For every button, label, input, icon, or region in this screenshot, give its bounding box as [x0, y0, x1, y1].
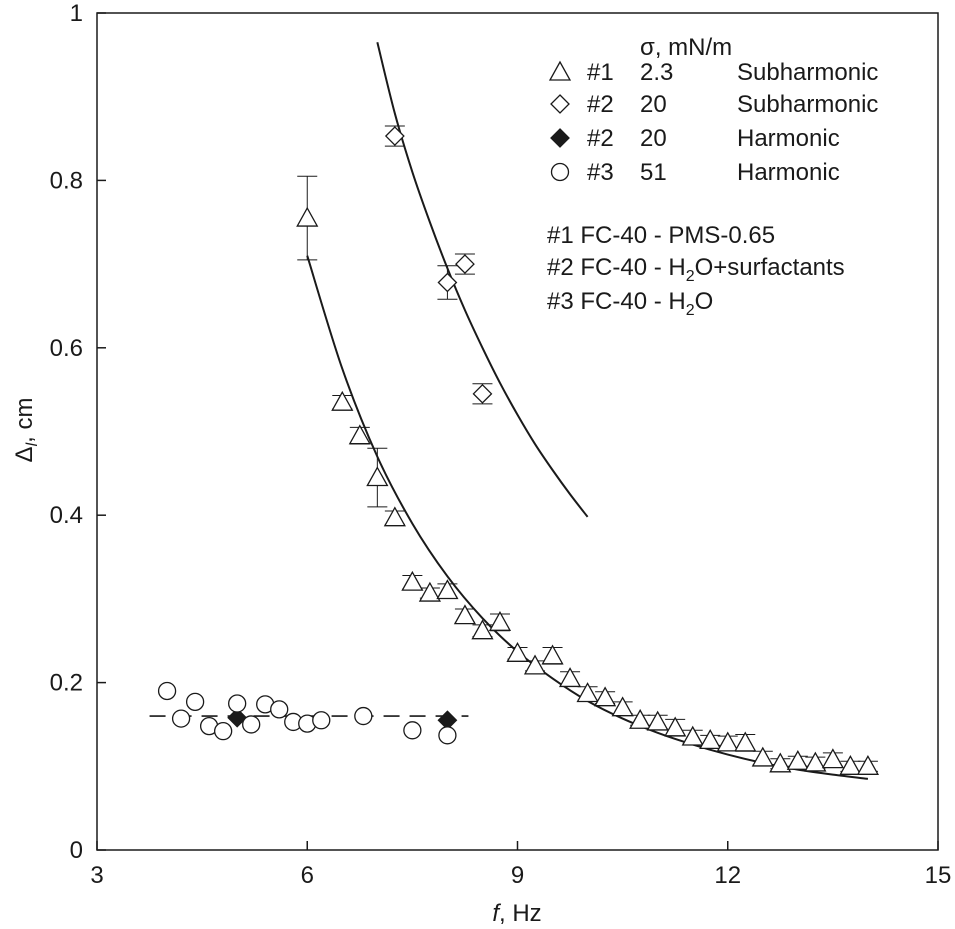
triangle-open-point	[786, 749, 809, 770]
x-tick-label: 6	[301, 862, 314, 889]
diamond-open-point	[384, 126, 405, 146]
triangle-open-point	[453, 604, 477, 625]
triangle-open-point	[769, 752, 792, 773]
x-tick-label: 12	[714, 862, 741, 889]
x-tick-label: 3	[90, 862, 103, 889]
x-axis-label: f, Hz	[492, 900, 541, 927]
plot-area	[96, 12, 939, 851]
circle-open-point	[242, 715, 261, 734]
fit-lines	[149, 42, 869, 780]
legend-marker-diamond-filled	[550, 128, 570, 148]
circle-open-point	[185, 692, 205, 712]
triangle-open-point	[558, 667, 582, 688]
triangle-open-point	[488, 610, 512, 631]
triangle-open-point	[716, 731, 739, 752]
triangle-open-point	[593, 686, 617, 707]
legend-sigma: 2.3	[640, 59, 673, 86]
triangle-open-point	[821, 748, 844, 769]
legend-id: #3	[587, 159, 614, 186]
triangle-open-point	[366, 466, 389, 487]
legend-id: #1	[587, 59, 614, 86]
triangle-open-point	[629, 708, 652, 729]
circle-open-point	[213, 721, 233, 741]
legend-marker-circle-open	[550, 162, 570, 182]
circle-open-point	[403, 721, 422, 740]
triangle-open-point	[734, 731, 757, 752]
triangle-open-point	[401, 570, 424, 591]
triangle-open-point	[296, 206, 319, 227]
legend-mode: Harmonic	[737, 159, 840, 186]
triangle-open-point	[646, 710, 669, 731]
y-axis-label-unit: , cm	[11, 398, 38, 443]
triangle-open-point	[839, 754, 862, 775]
triangle-open-point	[418, 581, 442, 602]
legend-marker-diamond-open	[550, 94, 570, 114]
triangle-open-point	[436, 579, 459, 600]
legend-mode: Harmonic	[737, 125, 840, 152]
y-tick-label: 0.4	[50, 502, 83, 529]
x-axis-label-unit: , Hz	[499, 900, 542, 927]
legend-note: #1 FC-40 - PMS-0.65	[547, 222, 775, 249]
fit-curve	[376, 42, 589, 518]
legend-sigma: 20	[640, 91, 667, 118]
x-tick-label: 15	[925, 862, 952, 889]
legend-note: #2 FC-40 - H2O+surfactants	[547, 254, 845, 285]
legend-sigma: 20	[640, 125, 667, 152]
y-tick-label: 1	[70, 0, 83, 27]
diamond-filled-point	[227, 707, 248, 728]
triangle-open-point	[856, 754, 880, 775]
x-axis-label-var: f	[492, 900, 501, 927]
y-tick-label: 0.8	[50, 167, 83, 194]
y-axis-label-var: Δ	[11, 446, 38, 462]
triangle-open-point	[664, 716, 687, 737]
triangle-open-point	[348, 424, 371, 445]
legend-rows: #1 2.3 Subharmonic #2 20 Subharmonic #2 20 Harmo…	[548, 59, 878, 186]
circle-open-point	[438, 726, 457, 745]
y-tick-label: 0	[70, 837, 83, 864]
legend-notes: #1 FC-40 - PMS-0.65 #2 FC-40 - H2O+surfac…	[547, 222, 845, 319]
triangle-open-point	[699, 729, 722, 750]
triangle-open-point	[576, 682, 599, 703]
legend-mode: Subharmonic	[737, 59, 878, 86]
triangle-open-point	[471, 619, 494, 640]
circle-open-point	[354, 706, 373, 726]
legend-sigma: 51	[640, 159, 667, 186]
triangle-open-point	[383, 506, 406, 527]
triangle-open-point	[331, 390, 354, 411]
circle-open-point	[228, 694, 247, 713]
triangle-open-point	[804, 751, 827, 772]
circle-open-point	[157, 681, 177, 701]
y-tick-label: 0.6	[50, 335, 83, 362]
x-tick-label: 9	[511, 862, 524, 889]
legend-note: #3 FC-40 - H2O	[547, 288, 713, 319]
y-tick-label: 0.2	[50, 670, 83, 697]
y-axis: 0 0.2 0.4 0.6 0.8 1	[50, 0, 106, 864]
triangle-open-point	[611, 696, 634, 717]
circle-open-point	[171, 709, 191, 728]
legend-id: #2	[587, 91, 614, 118]
legend: σ, mN/m #1 2.3 Subharmonic#2 20 Subharmonic#…	[547, 34, 878, 319]
y-axis-label-sub: l	[24, 442, 41, 446]
triangle-open-point	[751, 746, 774, 767]
diamond-open-point	[455, 254, 475, 275]
circle-open-point	[312, 711, 331, 730]
legend-mode: Subharmonic	[737, 91, 878, 118]
data-markers	[157, 126, 880, 775]
diamond-open-point	[437, 272, 458, 293]
legend-marker-triangle-open	[548, 60, 572, 81]
triangle-open-point	[681, 725, 704, 746]
diamond-open-point	[472, 383, 493, 404]
triangle-open-point	[523, 654, 547, 675]
triangle-open-point	[541, 644, 564, 665]
circle-open-point	[270, 700, 289, 719]
triangle-open-point	[506, 641, 529, 662]
x-axis: 3 6 9 12 15	[90, 841, 951, 889]
y-axis-label: Δl, cm	[11, 398, 41, 463]
legend-id: #2	[587, 125, 614, 152]
legend-header: σ, mN/m	[640, 34, 732, 61]
